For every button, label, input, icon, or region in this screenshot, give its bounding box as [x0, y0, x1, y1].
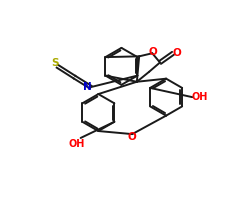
Text: OH: OH: [192, 92, 208, 102]
Text: OH: OH: [69, 139, 85, 149]
Text: S: S: [52, 58, 59, 68]
Text: O: O: [173, 48, 181, 58]
Text: N: N: [83, 82, 92, 92]
Text: O: O: [149, 47, 157, 57]
Text: O: O: [128, 132, 137, 142]
